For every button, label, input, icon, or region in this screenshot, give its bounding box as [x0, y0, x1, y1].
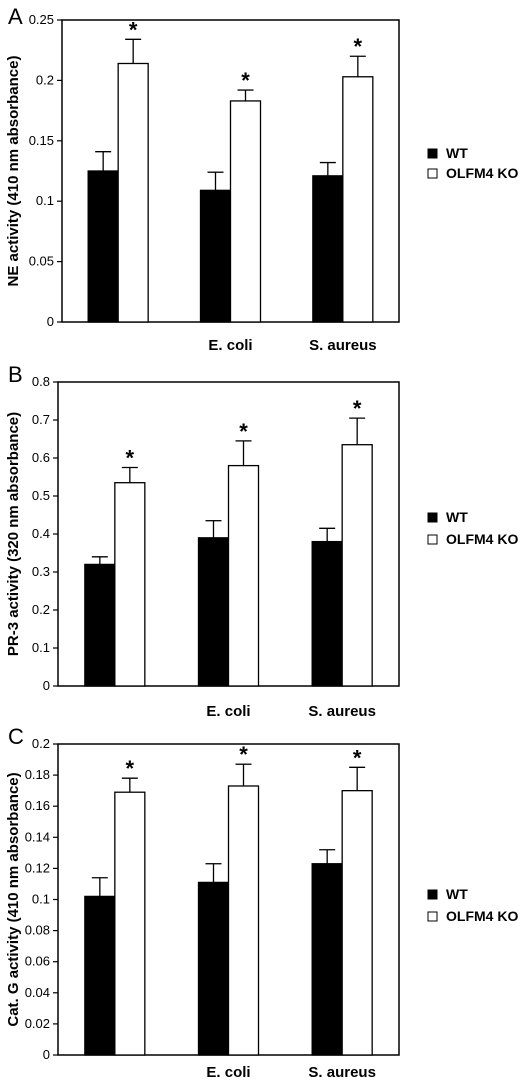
chart-panel-b: B 0 0.1 0.2 0.3 0.4 0.5 0.6 0.7 0.8 PR-3 activity … — [0, 362, 520, 724]
chart-c: C 0 0.02 0.04 0.06 0.08 0.1 0.12 0.14 0.16 0.18 0.2… — [5, 724, 518, 1081]
bar-wt — [197, 881, 230, 1056]
y-tick-label: 0.05 — [29, 254, 54, 269]
y-tick-label: 0.08 — [25, 923, 50, 938]
bar-olfm4-ko — [114, 791, 146, 1056]
y-tick-label: 0.6 — [32, 450, 50, 465]
y-tick-label: 0.06 — [25, 954, 50, 969]
bar-olfm4-ko — [117, 62, 149, 323]
y-tick-label: 0.25 — [29, 12, 54, 27]
bar-olfm4-ko — [229, 100, 262, 323]
y-tick-label: 0.1 — [32, 640, 50, 655]
bar-wt — [197, 537, 230, 687]
legend-swatch-wt — [427, 889, 438, 900]
y-tick-label: 0.2 — [32, 736, 50, 751]
y-tick-label: 0.4 — [32, 526, 50, 541]
bar-olfm4-ko — [341, 790, 373, 1056]
y-tick-label: 0.3 — [32, 564, 50, 579]
y-tick-label: 0.15 — [29, 133, 54, 148]
y-tick-label: 0.18 — [25, 767, 50, 782]
significance-star: * — [126, 446, 135, 471]
y-tick-label: 0 — [43, 678, 50, 693]
bar-wt — [199, 189, 232, 323]
bar-olfm4-ko — [227, 464, 260, 687]
y-axis-label: Cat. G activity (410 nm absorbance) — [5, 772, 22, 1026]
legend-label-wt: WT — [446, 886, 468, 902]
y-tick-label: 0.12 — [25, 860, 50, 875]
bar-olfm4-ko — [342, 76, 374, 323]
y-tick-label: 0.1 — [32, 892, 50, 907]
bar-wt — [311, 540, 343, 687]
category-label: E. coli — [206, 703, 250, 720]
y-tick-label: 0.8 — [32, 374, 50, 389]
y-tick-label: 0.14 — [25, 829, 50, 844]
y-axis-label: NE activity (410 nm absorbance) — [5, 56, 22, 287]
legend-label-olfm4-ko: OLFM4 KO — [446, 908, 518, 924]
legend-label-olfm4-ko: OLFM4 KO — [446, 531, 518, 547]
y-tick-label: 0 — [47, 314, 54, 329]
y-axis-label: PR-3 activity (320 nm absorbance) — [5, 412, 22, 656]
category-label: E. coli — [208, 337, 252, 354]
bar-wt — [84, 563, 116, 687]
legend-swatch-wt — [427, 512, 438, 523]
chart-panel-a: A 0 0.05 0.1 0.15 0.2 0.25 NE activity (410 nm … — [0, 0, 520, 362]
y-tick-label: 0.7 — [32, 412, 50, 427]
y-tick-label: 0.04 — [25, 985, 50, 1000]
y-tick-label: 0.02 — [25, 1016, 50, 1031]
legend-label-wt: WT — [446, 509, 468, 525]
legend-swatch-olfm4-ko — [427, 911, 438, 922]
legend-label-olfm4-ko: OLFM4 KO — [446, 165, 518, 181]
y-tick-label: 0.2 — [36, 72, 54, 87]
bar-wt — [312, 175, 344, 323]
category-label: S. aureus — [309, 337, 377, 354]
chart-b: B 0 0.1 0.2 0.3 0.4 0.5 0.6 0.7 0.8 PR-3 activity … — [5, 362, 518, 720]
significance-star: * — [353, 396, 362, 421]
bar-olfm4-ko — [227, 785, 260, 1056]
y-tick-label: 0.2 — [32, 602, 50, 617]
significance-star: * — [353, 745, 362, 770]
legend-swatch-olfm4-ko — [427, 534, 438, 545]
bar-wt — [87, 170, 119, 323]
significance-star: * — [239, 742, 248, 767]
bar-olfm4-ko — [341, 444, 373, 687]
bar-wt — [84, 895, 116, 1056]
significance-star: * — [354, 34, 363, 59]
panel-letter: C — [8, 724, 24, 749]
category-label: S. aureus — [308, 703, 376, 720]
significance-star: * — [129, 17, 138, 42]
significance-star: * — [126, 756, 135, 781]
significance-star: * — [239, 419, 248, 444]
panel-letter: B — [8, 362, 23, 387]
legend-label-wt: WT — [446, 145, 468, 161]
category-label: S. aureus — [308, 1064, 376, 1081]
significance-star: * — [241, 68, 250, 93]
legend-swatch-wt — [427, 148, 438, 159]
chart-panel-c: C 0 0.02 0.04 0.06 0.08 0.1 0.12 0.14 0.16 0.18 0.2… — [0, 724, 520, 1082]
y-tick-label: 0.5 — [32, 488, 50, 503]
bar-wt — [311, 863, 343, 1056]
bar-olfm4-ko — [114, 482, 146, 687]
y-tick-label: 0 — [43, 1047, 50, 1062]
legend-swatch-olfm4-ko — [427, 168, 438, 179]
category-label: E. coli — [206, 1064, 250, 1081]
panel-letter: A — [8, 4, 23, 29]
y-tick-label: 0.1 — [36, 193, 54, 208]
y-tick-label: 0.16 — [25, 798, 50, 813]
chart-a: A 0 0.05 0.1 0.15 0.2 0.25 NE activity (410 nm … — [5, 4, 518, 354]
